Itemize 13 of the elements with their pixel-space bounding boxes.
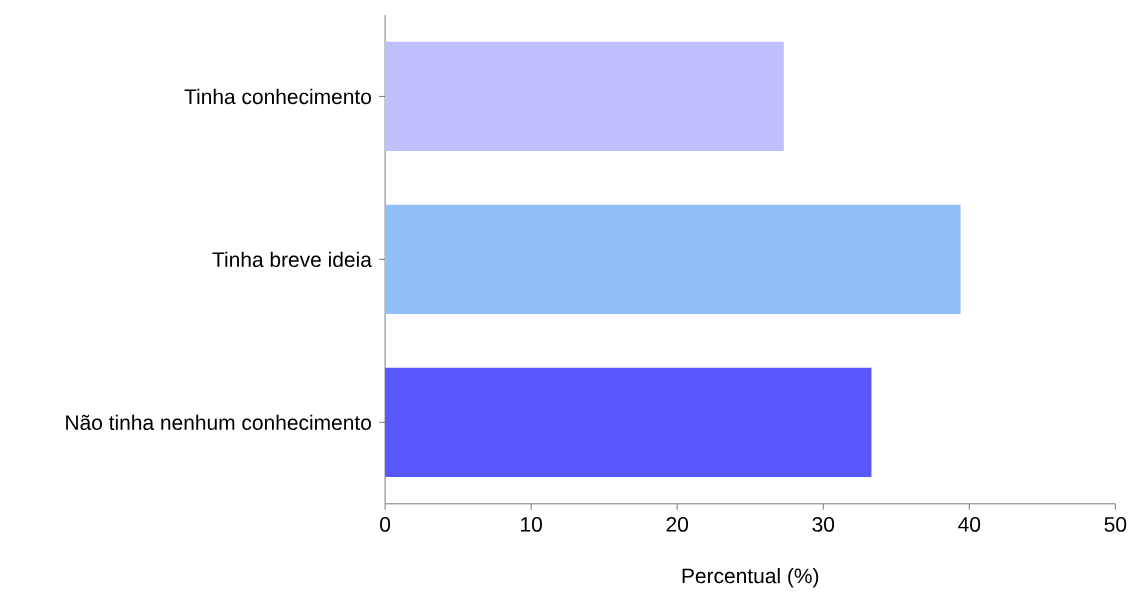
x-tick-label: 40 bbox=[958, 517, 981, 533]
y-tick-label: Tinha conhecimento bbox=[184, 88, 371, 105]
x-tick-label: 10 bbox=[521, 517, 542, 533]
y-tick-label: Não tinha nenhum conhecimento bbox=[66, 414, 371, 431]
x-tick-label: 30 bbox=[812, 517, 835, 533]
x-tick-label: 50 bbox=[1104, 517, 1127, 533]
x-axis-title: Percentual (%) bbox=[682, 568, 819, 588]
y-tick-label: Tinha breve ideia bbox=[212, 251, 372, 268]
x-tick-label: 20 bbox=[666, 517, 689, 533]
x-tick-label: 0 bbox=[380, 517, 391, 533]
bar bbox=[385, 367, 872, 478]
bar bbox=[385, 205, 961, 315]
bar bbox=[385, 42, 784, 152]
